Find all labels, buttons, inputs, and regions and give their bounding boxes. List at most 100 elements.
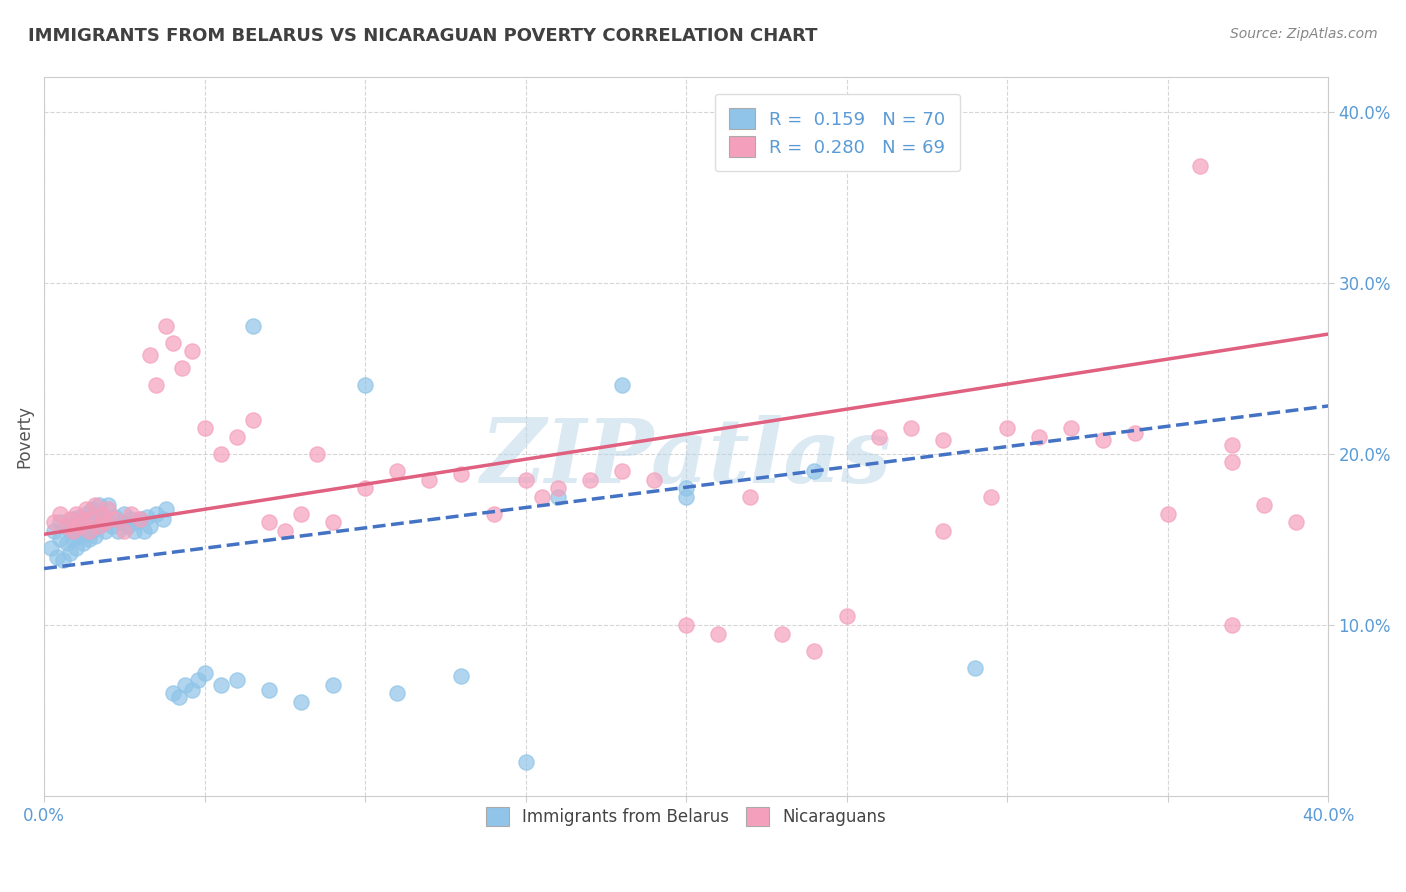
Point <box>187 673 209 687</box>
Text: ZIPatlas: ZIPatlas <box>481 415 891 501</box>
Point <box>62 533 84 547</box>
Point <box>155 501 177 516</box>
Point <box>257 683 280 698</box>
Point <box>257 516 280 530</box>
Point <box>42 516 65 530</box>
Point <box>97 501 120 516</box>
Point <box>354 481 377 495</box>
Point <box>145 378 167 392</box>
Point <box>803 464 825 478</box>
Text: Source: ZipAtlas.com: Source: ZipAtlas.com <box>1230 27 1378 41</box>
Point <box>194 665 217 680</box>
Point <box>242 318 264 333</box>
Point <box>49 533 72 547</box>
Point <box>72 516 94 530</box>
Point <box>305 447 328 461</box>
Point <box>643 473 665 487</box>
Point <box>1285 516 1308 530</box>
Point <box>803 643 825 657</box>
Point <box>52 553 75 567</box>
Point <box>84 529 107 543</box>
Point <box>610 464 633 478</box>
Point <box>225 430 247 444</box>
Point <box>1028 430 1050 444</box>
Point <box>107 524 129 538</box>
Point <box>46 549 69 564</box>
Point <box>547 490 569 504</box>
Point <box>104 510 127 524</box>
Point <box>77 524 100 538</box>
Point <box>82 501 104 516</box>
Point <box>82 524 104 538</box>
Point <box>707 626 730 640</box>
Point <box>770 626 793 640</box>
Point <box>740 490 762 504</box>
Point <box>90 512 112 526</box>
Point <box>515 473 537 487</box>
Text: IMMIGRANTS FROM BELARUS VS NICARAGUAN POVERTY CORRELATION CHART: IMMIGRANTS FROM BELARUS VS NICARAGUAN PO… <box>28 27 818 45</box>
Point <box>547 481 569 495</box>
Point <box>87 498 110 512</box>
Point <box>530 490 553 504</box>
Point <box>87 518 110 533</box>
Point <box>90 507 112 521</box>
Point <box>675 618 697 632</box>
Point <box>418 473 440 487</box>
Point <box>180 683 202 698</box>
Point <box>42 524 65 538</box>
Point <box>72 536 94 550</box>
Point <box>97 516 120 530</box>
Point <box>65 507 87 521</box>
Point <box>62 512 84 526</box>
Point <box>225 673 247 687</box>
Point <box>1220 618 1243 632</box>
Point <box>77 533 100 547</box>
Point <box>1156 507 1178 521</box>
Point <box>1253 498 1275 512</box>
Point <box>67 518 90 533</box>
Point <box>62 524 84 538</box>
Point <box>900 421 922 435</box>
Y-axis label: Poverty: Poverty <box>15 405 32 468</box>
Point <box>450 467 472 482</box>
Point <box>1092 433 1115 447</box>
Point <box>450 669 472 683</box>
Point <box>274 524 297 538</box>
Point <box>97 498 120 512</box>
Point <box>72 512 94 526</box>
Point <box>59 546 82 560</box>
Point <box>155 318 177 333</box>
Point <box>84 498 107 512</box>
Point <box>132 524 155 538</box>
Point <box>180 344 202 359</box>
Point <box>322 516 344 530</box>
Point <box>59 524 82 538</box>
Point <box>835 609 858 624</box>
Point <box>129 512 152 526</box>
Point <box>127 516 149 530</box>
Point <box>84 507 107 521</box>
Point <box>67 529 90 543</box>
Point <box>172 361 194 376</box>
Point <box>515 755 537 769</box>
Point <box>55 536 77 550</box>
Point <box>145 507 167 521</box>
Legend: Immigrants from Belarus, Nicaraguans: Immigrants from Belarus, Nicaraguans <box>478 798 894 835</box>
Point <box>932 433 955 447</box>
Point <box>65 541 87 555</box>
Point <box>49 507 72 521</box>
Point <box>110 516 132 530</box>
Point <box>290 507 312 521</box>
Point <box>152 512 174 526</box>
Point <box>995 421 1018 435</box>
Point <box>290 695 312 709</box>
Point <box>67 510 90 524</box>
Point <box>49 516 72 530</box>
Point <box>122 524 145 538</box>
Point <box>87 518 110 533</box>
Point <box>75 501 97 516</box>
Point <box>39 541 62 555</box>
Point <box>100 518 122 533</box>
Point <box>932 524 955 538</box>
Point <box>75 507 97 521</box>
